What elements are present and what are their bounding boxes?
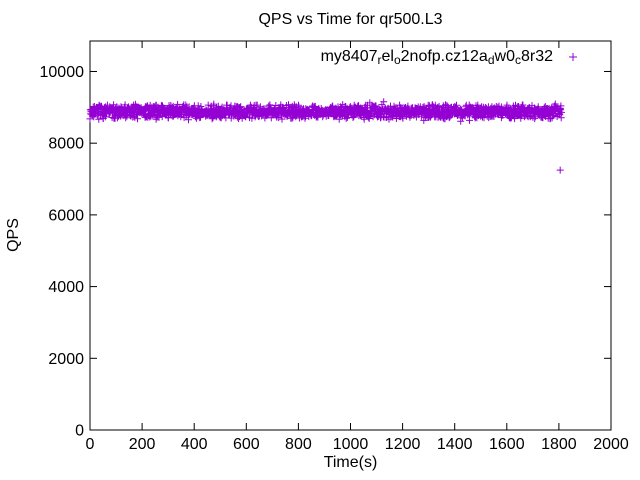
x-tick-label: 1600: [489, 436, 525, 453]
chart-title: QPS vs Time for qr500.L3: [258, 11, 443, 28]
plot-frame: [89, 40, 612, 431]
y-axis-label: QPS: [5, 218, 22, 252]
legend-label-subscript: d: [487, 53, 495, 67]
x-tick-label: 800: [285, 436, 312, 453]
legend-label-part: 2nofp.cz12a: [400, 48, 488, 65]
x-tick-label: 1000: [333, 436, 369, 453]
y-tick-label: 4000: [48, 279, 84, 296]
legend-label-subscript: c: [514, 53, 521, 67]
legend-label-part: el: [381, 48, 394, 65]
y-tick-label: 10000: [40, 64, 85, 81]
x-axis-label: Time(s): [323, 454, 378, 471]
legend-label-part: my8407: [320, 48, 378, 65]
x-tick-label: 400: [181, 436, 208, 453]
x-tick-label: 200: [129, 436, 156, 453]
legend-label-part: w0: [494, 48, 515, 65]
x-tick-label: 1400: [437, 436, 473, 453]
legend-label: my8407relo2nofp.cz12adw0c8r32: [320, 48, 553, 67]
legend-marker: [569, 53, 577, 61]
x-tick-label: 0: [86, 436, 95, 453]
legend-label-subscript: o: [393, 53, 401, 67]
y-tick-label: 8000: [48, 136, 84, 153]
x-tick-label: 1800: [541, 436, 577, 453]
legend-label-part: 8r32: [520, 48, 553, 65]
x-tick-label: 2000: [593, 436, 629, 453]
y-tick-label: 6000: [48, 207, 84, 224]
x-tick-label: 1200: [385, 436, 421, 453]
x-tick-label: 600: [233, 436, 260, 453]
data-points: [86, 98, 565, 174]
legend-label-subscript: r: [377, 53, 382, 67]
y-tick-label: 2000: [48, 351, 84, 368]
y-tick-label: 0: [75, 423, 84, 440]
